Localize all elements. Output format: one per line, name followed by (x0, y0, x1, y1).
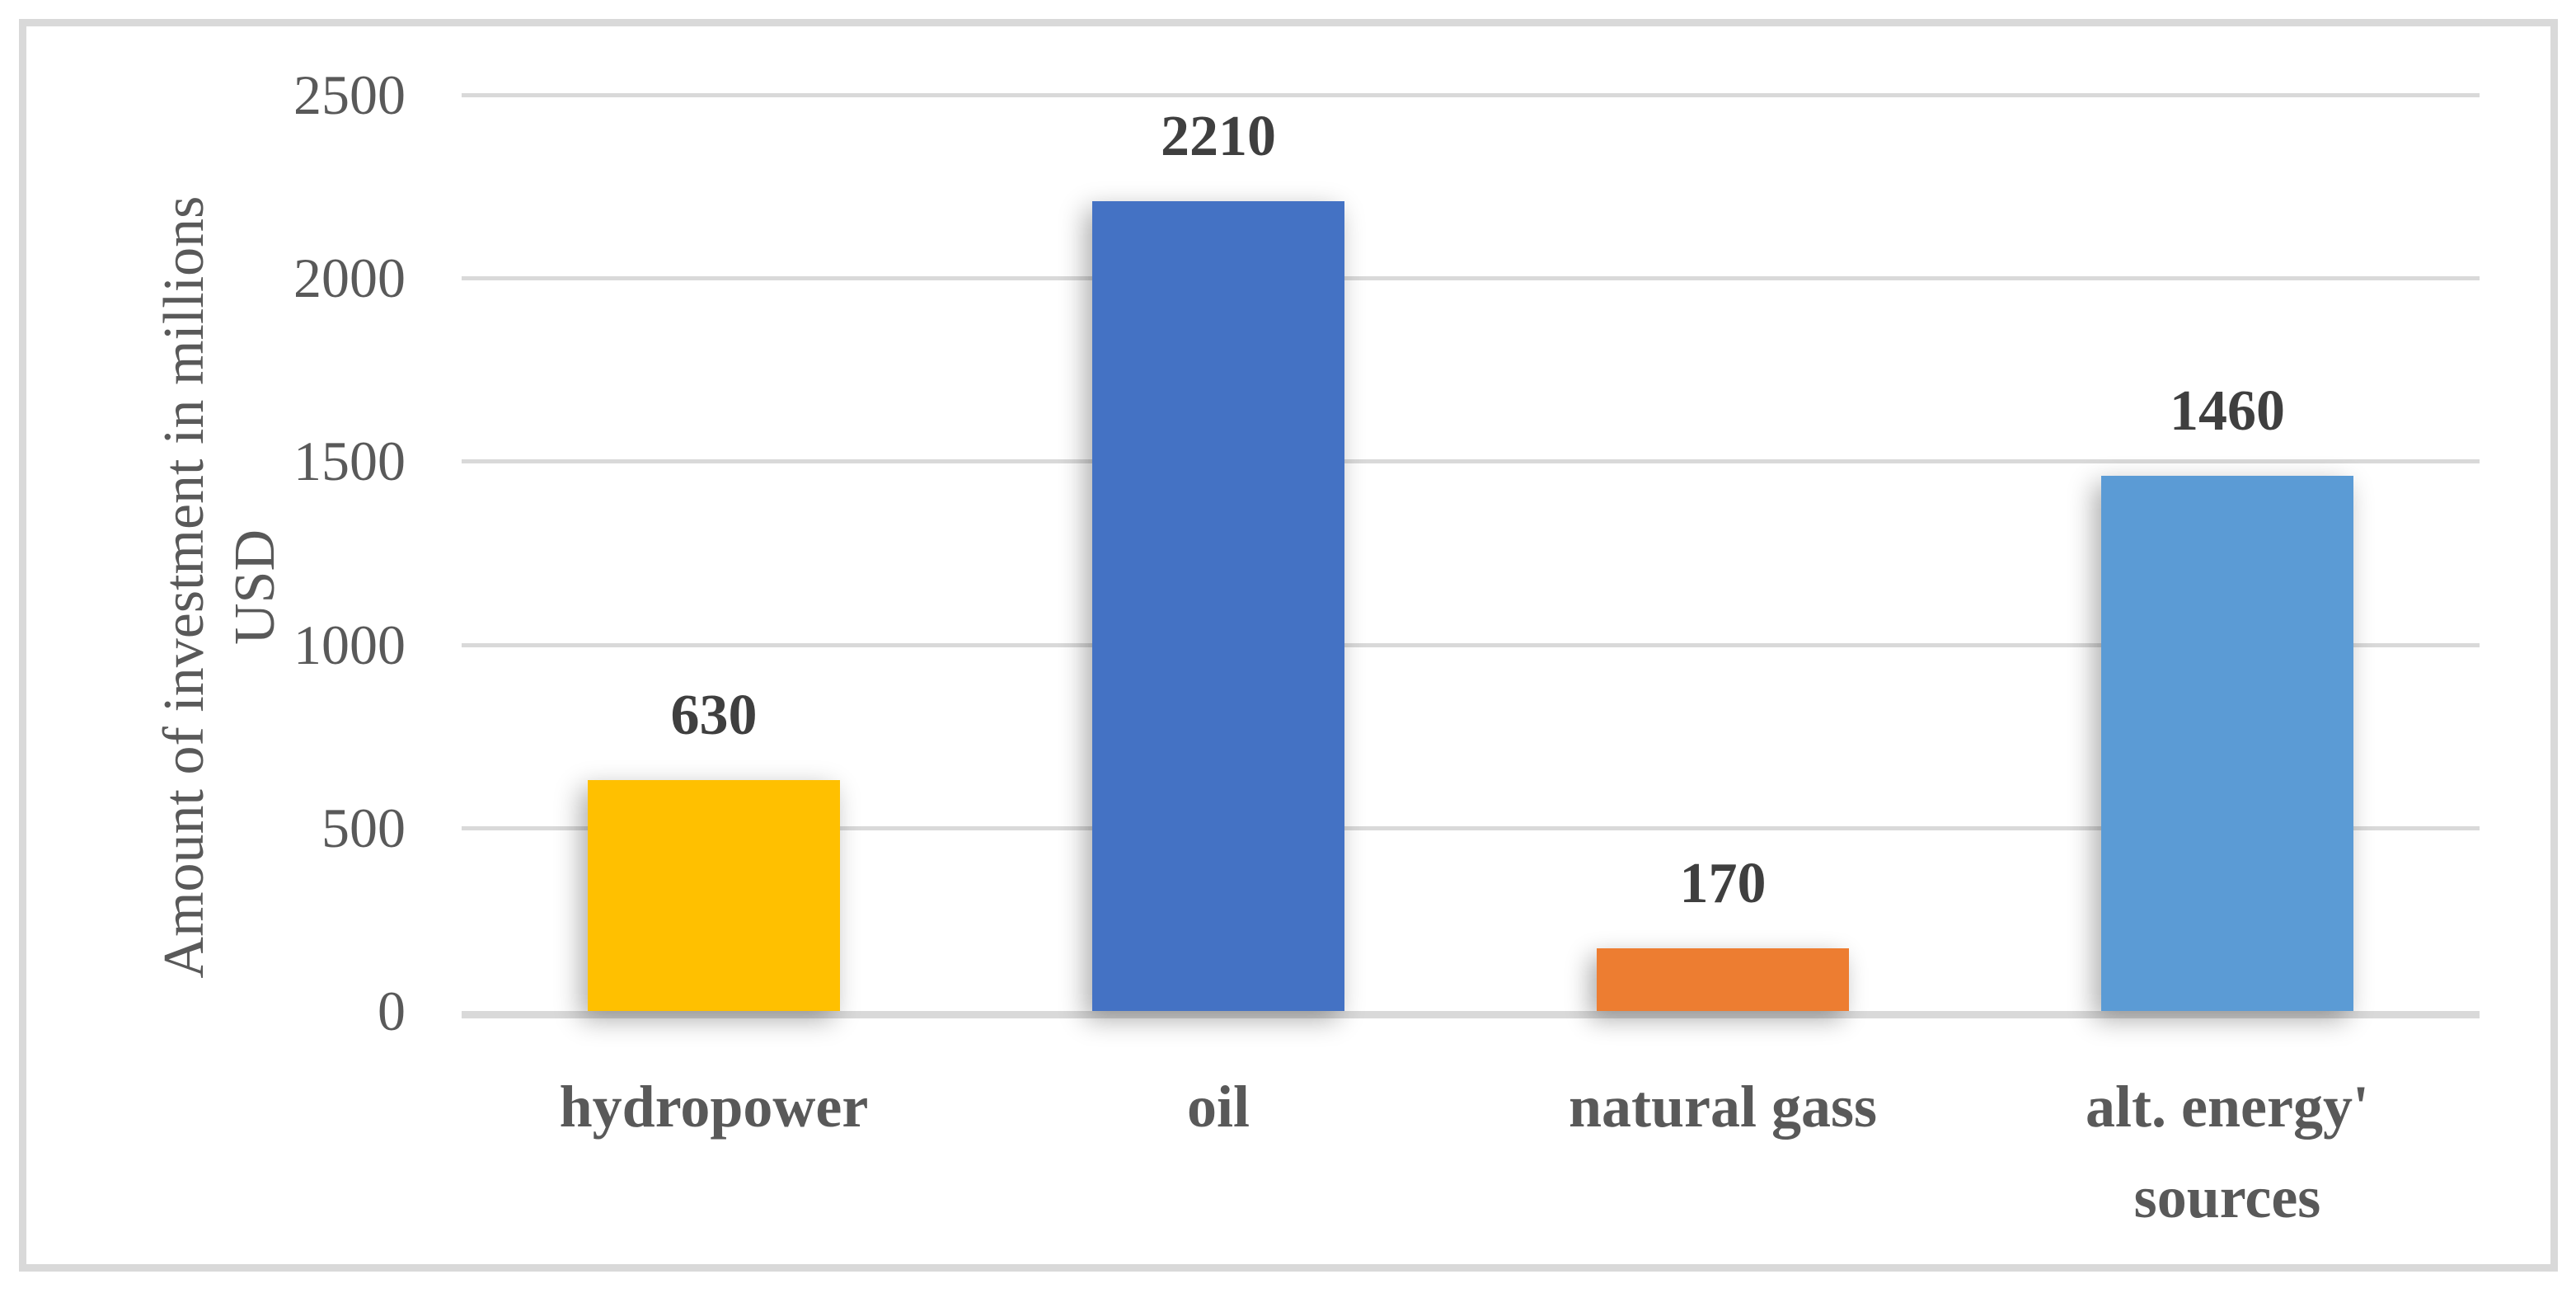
x-axis-line (462, 1011, 2480, 1018)
y-tick-label-1500: 1500 (293, 430, 406, 493)
bar-alt-energy-sources (2101, 476, 2353, 1011)
bar-value-label-hydropower: 630 (670, 684, 758, 748)
y-axis-title-line-2: USD (223, 529, 287, 646)
bar-oil (1092, 200, 1344, 1011)
category-label-alt-energy-sources: alt. energy' (2086, 1074, 2369, 1140)
y-gridline-500 (462, 825, 2480, 830)
y-tick-label-0: 0 (378, 980, 406, 1042)
y-axis-title-line-1: Amount of investment in millions (152, 195, 216, 979)
bar-value-label-natural-gass: 170 (1679, 852, 1767, 916)
category-label-alt-energy-sources-line-2: sources (2133, 1164, 2321, 1230)
y-tick-label-2000: 2000 (293, 247, 406, 310)
y-gridline-2500 (462, 93, 2480, 97)
bar-natural-gass (1597, 948, 1849, 1011)
category-label-hydropower: hydropower (559, 1074, 869, 1140)
y-gridline-1000 (462, 642, 2480, 647)
category-label-oil: oil (1186, 1074, 1250, 1140)
bar-value-label-oil: 2210 (1161, 104, 1276, 168)
y-tick-label-2500: 2500 (293, 63, 406, 126)
y-gridline-1500 (462, 459, 2480, 464)
y-gridline-2000 (462, 276, 2480, 281)
category-label-natural-gass: natural gass (1568, 1074, 1878, 1140)
y-tick-label-500: 500 (321, 796, 406, 859)
y-tick-label-1000: 1000 (293, 613, 406, 676)
bar-hydropower (588, 780, 840, 1011)
y-axis-title: Amount of investment in millions USD (149, 10, 291, 1164)
bar-value-label-alt-energy-sources: 1460 (2170, 379, 2285, 444)
